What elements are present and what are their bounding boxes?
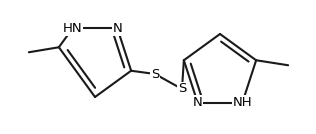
Text: N: N (112, 22, 122, 35)
Text: NH: NH (233, 96, 252, 109)
Text: S: S (178, 83, 186, 96)
Text: N: N (193, 96, 203, 109)
Text: HN: HN (63, 22, 82, 35)
Text: S: S (151, 68, 159, 81)
